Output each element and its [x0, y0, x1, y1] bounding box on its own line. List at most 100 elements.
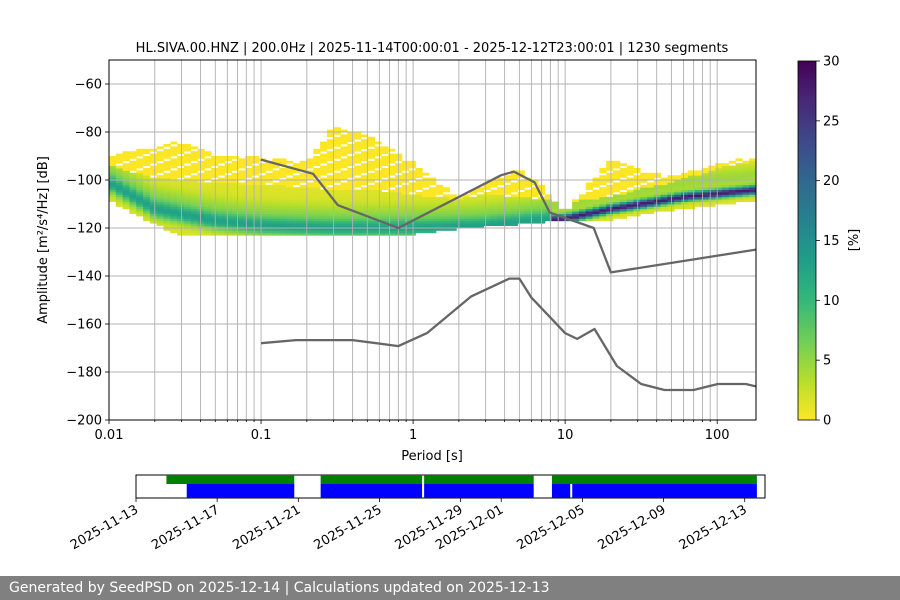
- pdf-cell: [217, 206, 226, 210]
- pdf-cell: [340, 170, 348, 174]
- pdf-cell: [517, 216, 525, 219]
- pdf-cell: [231, 216, 239, 219]
- pdf-cell: [326, 189, 335, 193]
- pdf-cell: [265, 230, 273, 234]
- pdf-cell: [742, 184, 750, 188]
- pdf-cell: [326, 129, 335, 133]
- pdf-cell: [149, 204, 158, 207]
- pdf-cell: [197, 220, 205, 224]
- pdf-cell: [619, 201, 627, 205]
- pdf-cell: [381, 192, 389, 195]
- pdf-cell: [381, 232, 389, 236]
- pdf-cell: [320, 141, 328, 145]
- pdf-cell: [265, 216, 273, 219]
- pdf-cell: [177, 163, 185, 166]
- pdf-cell: [122, 192, 130, 195]
- pdf-cell: [531, 206, 539, 210]
- pdf-cell: [708, 196, 716, 200]
- pdf-cell: [292, 196, 301, 200]
- pdf-cell: [401, 228, 410, 231]
- pdf-cell: [354, 201, 362, 205]
- pdf-cell: [701, 177, 709, 181]
- pdf-cell: [708, 180, 716, 183]
- pdf-cell: [347, 160, 355, 164]
- pdf-cell: [177, 148, 185, 152]
- pdf-cell: [333, 163, 341, 166]
- pdf-cell: [449, 196, 457, 200]
- pdf-cell: [156, 196, 164, 200]
- pdf-cell: [388, 211, 396, 214]
- pdf-cell: [333, 218, 341, 222]
- pdf-cell: [217, 156, 226, 159]
- pdf-cell: [721, 168, 730, 171]
- pdf-cell: [456, 216, 464, 219]
- pdf-cell: [163, 189, 171, 193]
- pdf-cell: [170, 196, 178, 200]
- pdf-cell: [265, 211, 273, 214]
- pdf-cell: [653, 206, 662, 210]
- pdf-cell: [504, 206, 512, 210]
- pdf-cell: [265, 192, 273, 195]
- pdf-cell: [265, 168, 273, 171]
- pdf-cell: [109, 165, 117, 169]
- pdf-cell: [299, 201, 307, 205]
- pdf-cell: [749, 180, 756, 183]
- pdf-cell: [551, 216, 559, 219]
- pdf-cell: [687, 196, 696, 200]
- pdf-cell: [674, 194, 682, 198]
- pdf-cell: [136, 172, 144, 176]
- pdf-cell: [681, 199, 689, 202]
- pdf-cell: [252, 201, 260, 205]
- pdf-cell: [510, 175, 519, 178]
- pdf-cell: [204, 223, 212, 226]
- pdf-cell: [190, 168, 198, 171]
- pdf-cell: [204, 160, 212, 164]
- pdf-cell: [313, 170, 321, 174]
- pdf-cell: [272, 192, 280, 195]
- pdf-cell: [183, 170, 192, 174]
- pdf-cell: [217, 177, 226, 181]
- pdf-cell: [721, 199, 730, 202]
- pdf-cell: [156, 180, 164, 183]
- pdf-cell: [728, 175, 736, 178]
- pdf-cell: [347, 196, 355, 200]
- pdf-cell: [170, 151, 178, 154]
- pdf-cell: [190, 163, 198, 166]
- pdf-cell: [149, 218, 158, 222]
- pdf-cell: [156, 170, 164, 174]
- pdf-cell: [129, 153, 137, 157]
- pdf-cell: [252, 223, 260, 226]
- pdf-cell: [388, 204, 396, 207]
- pdf-cell: [177, 218, 185, 222]
- pdf-cell: [292, 163, 301, 166]
- pdf-cell: [143, 204, 151, 207]
- pdf-cell: [211, 230, 219, 234]
- pdf-cell: [354, 220, 362, 224]
- pdf-cell: [687, 170, 696, 174]
- pdf-cell: [476, 213, 484, 217]
- pdf-cell: [340, 184, 348, 188]
- pdf-cell: [463, 225, 471, 229]
- pdf-cell: [197, 194, 205, 198]
- pdf-cell: [149, 177, 158, 181]
- pdf-cell: [599, 180, 607, 183]
- pdf-cell: [592, 192, 600, 195]
- pdf-cell: [708, 172, 716, 176]
- pdf-cell: [728, 187, 736, 190]
- pdf-cell: [238, 163, 246, 166]
- pdf-cell: [211, 168, 219, 171]
- pdf-cell: [347, 170, 355, 174]
- pdf-cell: [374, 172, 382, 176]
- pdf-cell: [258, 175, 267, 178]
- pdf-cell: [708, 204, 716, 207]
- pdf-cell: [149, 201, 158, 205]
- pdf-cell: [292, 208, 301, 212]
- pdf-cell: [585, 218, 593, 222]
- pdf-cell: [660, 180, 668, 183]
- pdf-cell: [231, 196, 239, 200]
- pdf-cell: [626, 165, 634, 169]
- pdf-cell: [653, 196, 662, 200]
- pdf-cell: [258, 184, 267, 188]
- pdf-cell: [109, 170, 117, 174]
- pdf-cell: [360, 189, 369, 193]
